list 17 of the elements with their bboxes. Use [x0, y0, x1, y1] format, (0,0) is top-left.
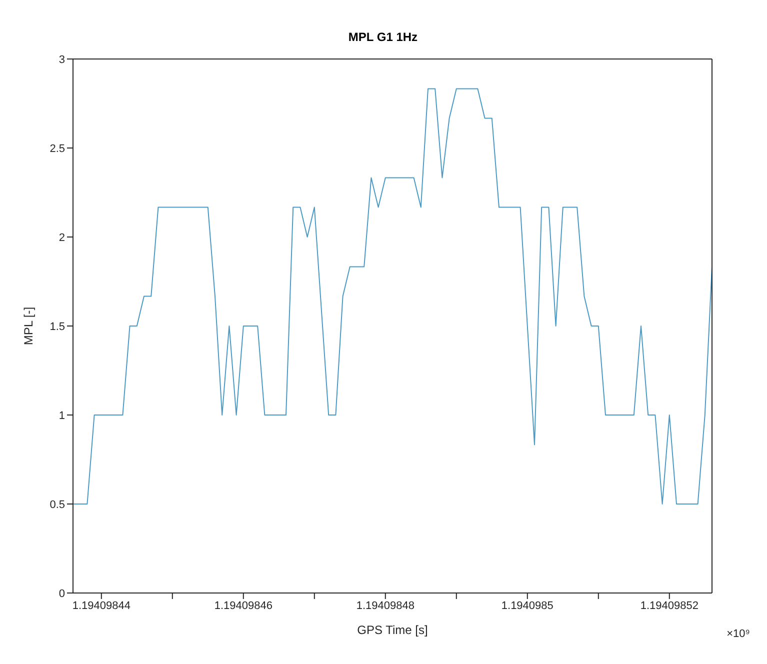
y-tick-label: 1 — [58, 410, 65, 422]
y-axis-title: MPL [-] — [21, 306, 36, 346]
text: ×10⁹ — [726, 628, 750, 640]
line-series — [73, 88, 712, 504]
chart-title: MPL G1 1Hz — [347, 30, 419, 44]
y-tick-label: 0 — [58, 588, 65, 600]
x-tick-label: 1.19409846 — [214, 600, 272, 612]
x-axis-title: GPS Time [s] — [357, 623, 428, 637]
x-tick-label: 1.19409852 — [640, 600, 698, 612]
y-tick-label: 3 — [58, 54, 65, 66]
y-tick-label: 2.5 — [50, 142, 65, 155]
y-tick-label: 2 — [58, 232, 65, 244]
x-tick-label: 1.1940985 — [501, 600, 554, 612]
y-tick-label: 0.5 — [50, 498, 65, 511]
x-tick-label: 1.19409844 — [72, 600, 130, 612]
y-tick-label: 1.5 — [50, 320, 65, 333]
x-tick-label: 1.19409848 — [356, 600, 414, 612]
